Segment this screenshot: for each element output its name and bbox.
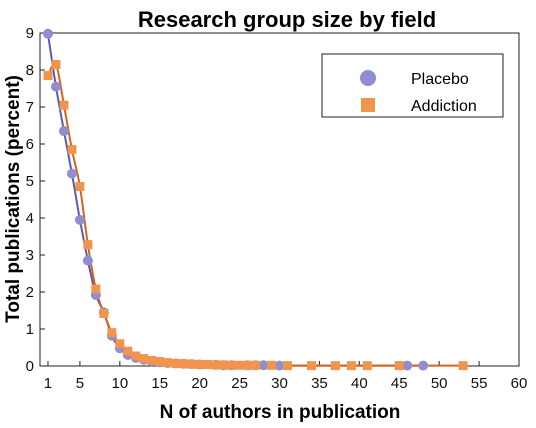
legend-marker-placebo — [360, 70, 376, 86]
x-tick-label: 55 — [471, 375, 488, 392]
x-tick-label: 40 — [351, 375, 368, 392]
data-point-addiction — [306, 361, 316, 371]
x-tick-label: 1 — [44, 375, 52, 392]
y-tick-label: 8 — [26, 62, 34, 79]
x-tick-label: 45 — [391, 375, 408, 392]
y-tick-label: 2 — [26, 284, 34, 301]
chart-title: Research group size by field — [138, 7, 436, 32]
data-point-addiction — [282, 361, 292, 371]
data-point-addiction — [155, 357, 165, 367]
data-point-addiction — [251, 360, 261, 370]
data-point-addiction — [107, 328, 117, 338]
data-point-placebo — [82, 255, 93, 266]
data-point-addiction — [99, 308, 109, 318]
data-point-placebo — [58, 126, 69, 137]
x-tick-label: 5 — [76, 375, 84, 392]
x-tick-label: 50 — [431, 375, 448, 392]
data-point-placebo — [50, 81, 61, 92]
data-point-addiction — [139, 354, 149, 364]
data-point-addiction — [179, 359, 189, 369]
data-point-addiction — [394, 361, 404, 371]
legend-label-placebo: Placebo — [411, 71, 469, 88]
data-point-placebo — [418, 360, 429, 371]
data-point-placebo — [74, 214, 85, 225]
series-markers — [42, 28, 468, 371]
data-point-addiction — [219, 360, 229, 370]
y-axis-title: Total publications (percent) — [3, 75, 24, 323]
y-tick-label: 4 — [26, 210, 34, 227]
data-point-placebo — [274, 360, 285, 371]
legend-label-addiction: Addiction — [411, 98, 477, 115]
data-point-placebo — [258, 360, 269, 371]
legend: Placebo Addiction — [321, 53, 504, 118]
data-point-addiction — [330, 361, 340, 371]
data-point-addiction — [362, 361, 372, 371]
x-tick-label: 25 — [231, 375, 248, 392]
x-tick-label: 30 — [271, 375, 288, 392]
data-point-addiction — [59, 100, 69, 110]
x-tick-label: 15 — [151, 375, 168, 392]
data-point-addiction — [115, 339, 125, 349]
data-point-addiction — [346, 361, 356, 371]
y-axis: 0 1 2 3 4 5 6 7 8 9 — [26, 25, 45, 375]
data-point-placebo — [42, 28, 53, 39]
data-point-addiction — [67, 145, 77, 155]
data-point-addiction — [131, 351, 141, 361]
x-tick-label: 35 — [311, 375, 328, 392]
x-tick-label: 20 — [191, 375, 208, 392]
data-point-placebo — [402, 360, 413, 371]
data-point-addiction — [51, 59, 61, 69]
data-point-addiction — [75, 182, 85, 192]
y-tick-label: 1 — [26, 321, 34, 338]
data-point-addiction — [123, 346, 133, 356]
data-point-addiction — [458, 361, 468, 371]
y-tick-label: 7 — [26, 99, 34, 116]
data-point-addiction — [267, 360, 277, 370]
data-point-addiction — [235, 360, 245, 370]
data-point-addiction — [171, 358, 181, 368]
data-point-placebo — [66, 168, 77, 179]
data-point-addiction — [243, 360, 253, 370]
y-tick-label: 0 — [26, 358, 34, 375]
data-point-addiction — [91, 284, 101, 294]
data-point-addiction — [211, 360, 221, 370]
data-point-addiction — [203, 360, 213, 370]
y-tick-label: 6 — [26, 136, 34, 153]
y-tick-label: 3 — [26, 247, 34, 264]
data-point-addiction — [43, 71, 53, 81]
data-point-addiction — [187, 359, 197, 369]
legend-box — [321, 53, 504, 118]
y-tick-label: 9 — [26, 25, 34, 42]
x-tick-label: 10 — [111, 375, 128, 392]
y-tick-label: 5 — [26, 173, 34, 190]
data-point-addiction — [147, 355, 157, 365]
data-point-addiction — [195, 360, 205, 370]
x-axis-title: N of authors in publication — [160, 402, 401, 423]
legend-marker-addiction — [361, 98, 375, 112]
data-point-addiction — [163, 358, 173, 368]
x-tick-label: 60 — [511, 375, 528, 392]
data-point-addiction — [83, 240, 93, 250]
data-point-addiction — [227, 360, 237, 370]
